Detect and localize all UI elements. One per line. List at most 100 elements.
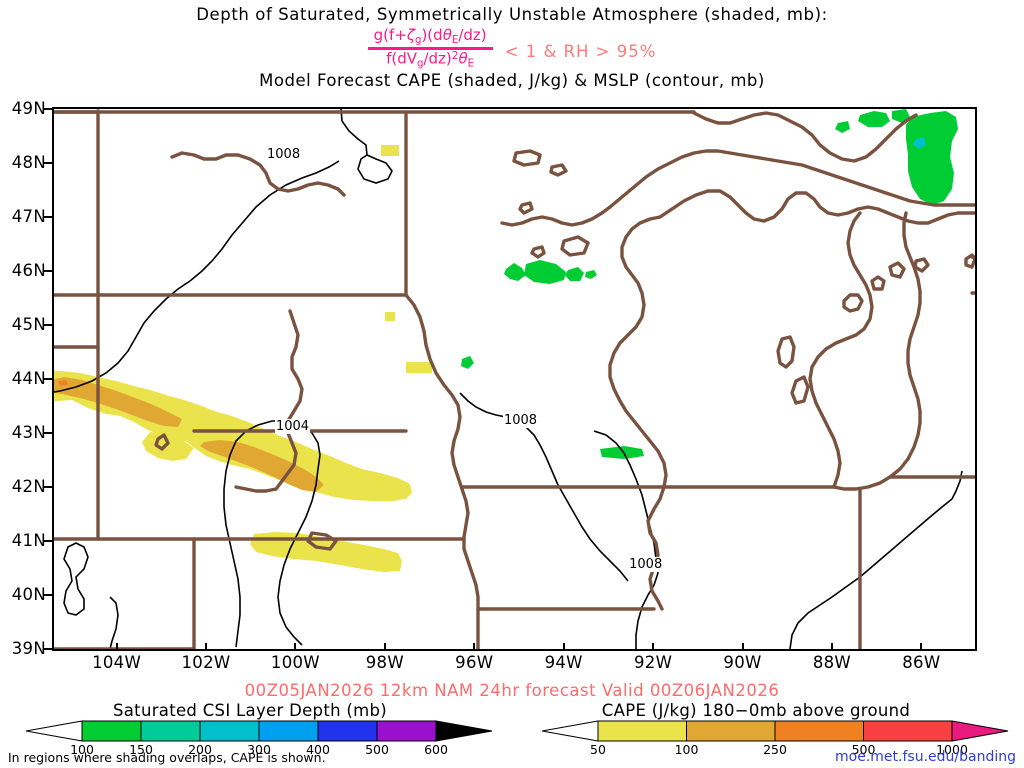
lat-tick-label: 43N [11,423,46,442]
colorbar-csi-swatches [25,720,493,742]
border-lake-michigan-west [808,211,874,489]
colorbar-cell [81,720,142,742]
mslp-contour-north-b [54,160,340,393]
border-mn-wi-river [608,215,668,489]
lat-tick-mark [44,486,52,488]
lat-tick-mark [44,594,52,596]
lon-tick-mark [115,643,118,651]
csi-region-ontario-west [858,111,890,127]
border-green-bay [842,293,864,313]
forecast-valid-line: 00Z05JAN2026 12km NAM 24hr forecast Vali… [244,681,780,700]
colorbar-cell-over [951,720,1009,742]
lat-tick-mark [44,162,52,164]
csi-region-mn-speck [585,270,597,279]
lon-tick-mark [920,643,923,651]
colorbar-tick-label: 100 [674,742,699,757]
lat-tick-mark [44,432,52,434]
mslp-contour-label: 1008 [266,146,302,162]
title-line-3: Model Forecast CAPE (shaded, J/kg) & MSL… [259,71,765,90]
lat-tick-label: 47N [11,207,46,226]
colorbar-title-csi: Saturated CSI Layer Depth (mb) [112,701,388,720]
colorbar-tick-label: 600 [424,742,448,757]
border-island-3 [913,257,930,273]
lake-speck-mn-5 [560,235,590,257]
lat-tick-label: 41N [11,531,46,550]
lat-tick-label: 42N [11,477,46,496]
colorbar-tick-label: 500 [851,742,876,757]
mslp-contour-1004-west [223,424,259,648]
formula-numerator: g(f+ζg)(dθE/dz) [373,25,487,46]
lon-tick-label: 98W [365,653,404,672]
border-lake-superior-south [658,189,975,225]
lake-speck-ne [306,531,338,551]
lat-tick-label: 48N [11,153,46,172]
colorbar-tick-label: 200 [188,742,212,757]
nd-lakes-chain [170,151,346,197]
colorbar-cell [258,720,319,742]
lat-tick-mark [44,648,52,650]
fraction-bar [367,47,493,51]
border-lake-superior-north [608,149,975,209]
border-island-2 [888,261,906,279]
mslp-contour-1008-c [635,572,659,649]
formula-denominator: f(dVg/dz)2θE [386,49,475,70]
lake-winnebago [776,335,796,369]
colorbar-cell [376,720,437,742]
lat-tick-label: 49N [11,99,46,118]
lat-tick-mark [44,270,52,272]
title-block: Depth of Saturated, Symmetrically Unstab… [0,0,1024,90]
lake-speck-mn-4 [530,245,546,259]
colorbar-csi-ticks: 100 150 200 300 400 500 600 [24,742,494,758]
lon-tick-mark [830,643,833,651]
lon-tick-mark [205,643,207,651]
lake-speck-mn-1 [512,149,542,167]
colorbar-cell-over [435,720,493,742]
mslp-contour-1008-iowa [505,416,629,582]
forecast-map[interactable] [52,107,977,651]
colorbar-csi[interactable]: 100 150 200 300 400 500 600 [24,720,494,758]
csi-region-michigan-deep [913,137,926,149]
lake-speck-mn-3 [518,201,534,215]
colorbar-cell [140,720,201,742]
title-line-1: Depth of Saturated, Symmetrically Unstab… [196,5,828,24]
colorbar-title-cape: CAPE (J/kg) 180−0mb above ground [601,701,911,720]
lon-tick-label: 96W [455,653,494,672]
cape-speck-ne [406,362,432,373]
colorbar-cell [686,720,776,742]
lon-tick-label: 88W [812,653,852,672]
colorbar-cape[interactable]: 50 100 250 500 1000 [540,720,1010,758]
colorbar-cape-ticks: 50 100 250 500 1000 [540,742,1010,758]
cape-region-yellow-lobe [142,432,194,461]
colorbar-tick-label: 1000 [936,742,968,757]
csi-region-mn-core [524,260,566,284]
lon-tick-mark [383,643,386,651]
border-mn-ontario [692,111,918,163]
lon-tick-mark [473,643,476,651]
political-borders-layer [54,109,975,649]
lat-tick-mark [44,216,52,218]
border-missouri-river-sd-b [234,485,278,493]
lake-speck-sd [154,433,170,451]
colorbar-tick-label: 300 [247,742,271,757]
source-link[interactable]: moe.met.fsu.edu/banding [835,749,1016,765]
colorbar-tick-label: 50 [590,742,606,757]
lat-tick-mark [44,324,52,326]
colorbar-cell [774,720,864,742]
lake-speck-mn-2 [549,163,568,177]
cape-region-orange-west [54,377,182,427]
cape-region-yellow-south [250,532,402,572]
mslp-contour-label: 1008 [502,413,539,429]
border-mn-arrowhead [500,205,612,227]
lon-tick-mark [741,643,744,651]
lat-tick-label: 45N [11,315,46,334]
lat-tick-mark [44,540,52,542]
colorbar-cell [317,720,378,742]
colorbar-tick-label: 150 [129,742,153,757]
cape-speck-nd [381,145,399,156]
mslp-contour-label: 1008 [628,557,664,573]
csi-region-upper-michigan [906,111,958,205]
border-missouri-river-upper [404,293,464,491]
cape-speck-sd [385,312,395,321]
colorbar-tick-label: 500 [365,742,389,757]
formula-fraction: g(f+ζg)(dθE/dz) f(dVg/dz)2θE [367,25,493,71]
